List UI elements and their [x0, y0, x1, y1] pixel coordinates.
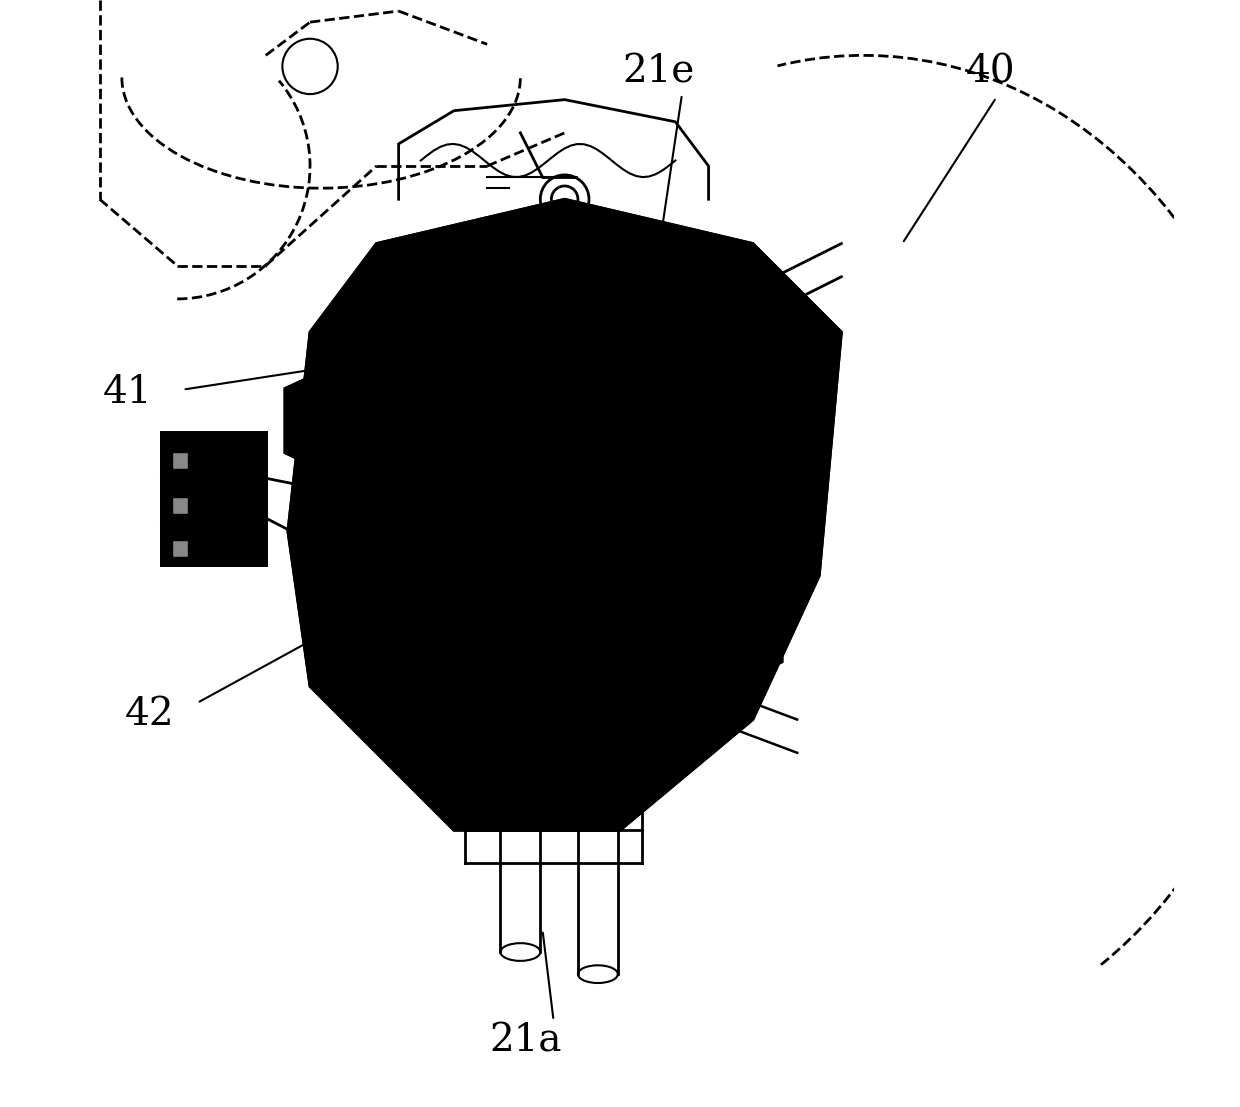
- Text: 41: 41: [103, 374, 153, 412]
- Circle shape: [301, 368, 408, 474]
- Bar: [171, 540, 188, 557]
- Text: 40: 40: [966, 53, 1016, 91]
- Circle shape: [533, 240, 595, 302]
- Polygon shape: [288, 199, 842, 830]
- Text: 21e: 21e: [622, 53, 694, 91]
- Text: 42: 42: [125, 695, 175, 733]
- Polygon shape: [702, 337, 782, 416]
- Polygon shape: [161, 432, 265, 565]
- Text: 21a: 21a: [490, 1022, 562, 1059]
- Polygon shape: [702, 602, 782, 682]
- Bar: [171, 497, 188, 514]
- Bar: [171, 453, 188, 469]
- Ellipse shape: [420, 421, 687, 686]
- Polygon shape: [285, 356, 423, 485]
